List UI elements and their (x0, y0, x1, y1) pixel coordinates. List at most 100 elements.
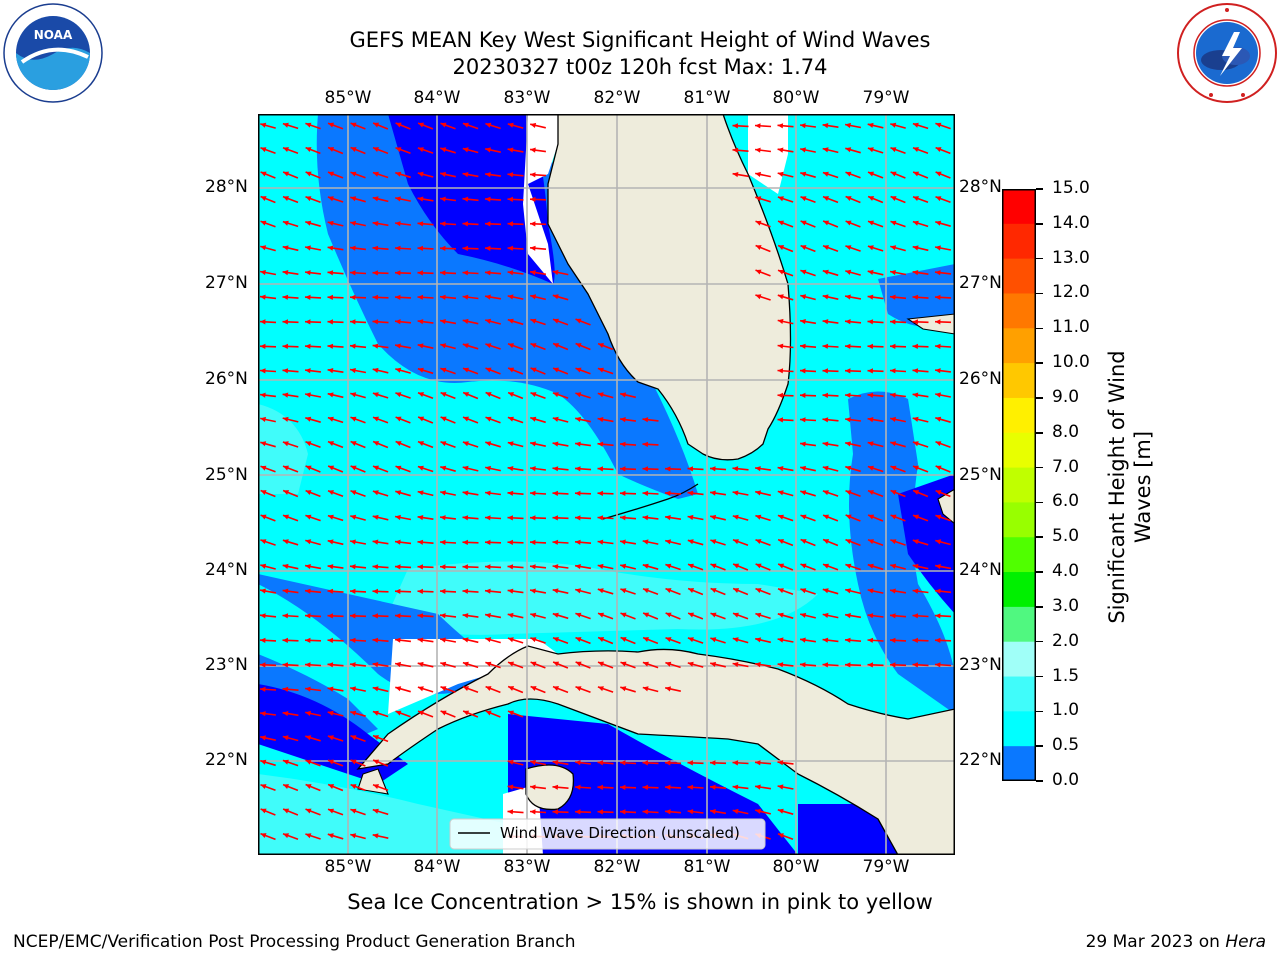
wave-arrow-head (418, 416, 425, 422)
wave-arrow-head (755, 588, 762, 593)
wave-arrow-head (440, 171, 446, 177)
wave-arrow-head (260, 368, 266, 374)
wave-arrow-head (845, 368, 851, 374)
footer-credit: NCEP/EMC/Verification Post Processing Pr… (13, 932, 576, 952)
wave-arrow-head (350, 833, 357, 839)
wave-arrow-head (485, 196, 491, 202)
wave-arrow-head (530, 809, 536, 815)
wave-arrow-head (485, 221, 491, 227)
wave-arrow-head (935, 171, 942, 177)
wave-arrow-head (350, 686, 356, 692)
wave-arrow-head (935, 662, 941, 668)
bahamas-land (906, 313, 955, 335)
wave-arrow-head (305, 270, 311, 276)
wave-arrow-head (305, 613, 311, 619)
wave-arrow-head (507, 122, 514, 128)
wave-arrow-head (755, 637, 762, 643)
wave-arrow-head (463, 416, 469, 422)
wave-arrow-head (800, 465, 806, 471)
wave-arrow-head (350, 368, 356, 374)
wave-arrow-head (350, 441, 357, 446)
wave-arrow-head (485, 367, 492, 373)
wave-arrow-head (643, 612, 650, 618)
wave-arrow-head (260, 171, 267, 177)
chart-title: GEFS MEAN Key West Significant Height of… (349, 28, 931, 52)
wave-arrow-head (440, 710, 447, 716)
lat-label-left: 25°N (205, 465, 248, 485)
wave-arrow-head (755, 123, 761, 129)
wave-arrow-head (372, 294, 378, 300)
wave-arrow-head (777, 417, 783, 423)
wave-arrow-head (822, 294, 829, 300)
wave-arrow-head (305, 808, 312, 814)
wave-arrow-head (485, 710, 492, 716)
wave-arrow-head (822, 588, 829, 594)
wave-arrow-head (822, 417, 829, 423)
wave-arrow-head (260, 735, 266, 741)
wave-arrow-head (305, 122, 312, 128)
wave-arrow-head (552, 392, 559, 398)
wave-arrow-head (867, 662, 873, 668)
wave-arrow-head (260, 613, 266, 619)
wave-arrow-head (350, 171, 357, 177)
wave-arrow-head (935, 220, 942, 226)
wave-arrow-head (282, 319, 288, 325)
wave-arrow-head (283, 147, 289, 152)
wave-arrow-head (327, 539, 334, 545)
wave-arrow-head (687, 490, 694, 496)
wave-arrow-head (508, 392, 514, 397)
colorbar-tick-label: 14.0 (1052, 212, 1090, 233)
wave-arrow-head (462, 245, 468, 251)
wave-arrow-head (755, 220, 762, 226)
wave-arrow-head (890, 171, 897, 177)
nws-logo (1177, 3, 1277, 103)
colorbar-tick-mark (1036, 362, 1043, 364)
wave-arrow-head (732, 760, 739, 766)
wave-arrow-head (620, 809, 626, 815)
wave-arrow-head (845, 122, 851, 129)
wave-arrow-head (417, 686, 424, 692)
wave-arrow-head (462, 637, 469, 643)
colorbar-label-line2: Waves [m] (1131, 430, 1155, 544)
wave-arrow-head (800, 662, 806, 668)
wave-arrow-head (575, 637, 582, 642)
wave-arrow-head (912, 122, 919, 128)
wave-arrow-head (777, 368, 784, 374)
wave-arrow-head (395, 710, 402, 716)
wave-arrow-head (620, 392, 627, 398)
wave-arrow-head (665, 760, 671, 766)
wave-arrow-head (777, 392, 783, 398)
wave-arrow-head (350, 613, 356, 619)
wave-arrow-head (665, 539, 672, 545)
wave-arrow-head (822, 441, 829, 447)
wave-arrow-head (845, 613, 851, 619)
wave-arrow-head (260, 220, 267, 226)
isla-juventud-land (525, 764, 575, 811)
wave-arrow-head (327, 270, 334, 276)
wave-arrow-head (417, 661, 424, 667)
wave-arrow-head (575, 686, 582, 692)
wave-arrow-head (327, 514, 334, 520)
wave-arrow-head (935, 465, 942, 471)
wave-arrow-head (755, 514, 762, 520)
wave-arrow-head (845, 294, 851, 300)
colorbar-segment (1002, 293, 1036, 329)
wave-arrow-head (530, 172, 536, 178)
wave-arrow-head (462, 539, 468, 545)
wave-arrow-head (755, 563, 762, 569)
wave-arrow-head (350, 588, 356, 594)
wave-arrow-head (305, 710, 311, 716)
wave-arrow-head (732, 172, 739, 178)
wave-arrow-head (755, 539, 762, 544)
wave-arrow-head (395, 539, 401, 545)
wave-arrow-head (440, 539, 446, 545)
wave-arrow-head (553, 661, 560, 667)
lat-label-right: 25°N (959, 465, 1002, 485)
wave-arrow-head (777, 318, 784, 324)
wave-arrow-head (305, 490, 312, 495)
wave-arrow-head (530, 221, 536, 227)
wave-arrow-head (620, 637, 627, 642)
lat-label-left: 27°N (205, 273, 248, 293)
wave-arrow-head (417, 367, 424, 373)
wave-arrow-head (530, 392, 537, 397)
